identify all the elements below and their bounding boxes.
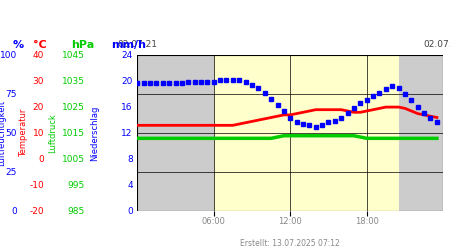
Text: 20: 20 [122,76,133,86]
Text: -20: -20 [30,207,44,216]
Text: %: % [13,40,24,50]
Text: 20: 20 [33,102,44,112]
Text: °C: °C [33,40,47,50]
Text: Erstellt: 13.07.2025 07:12: Erstellt: 13.07.2025 07:12 [240,238,340,248]
Text: 75: 75 [5,90,17,98]
Text: Temperatur: Temperatur [19,109,28,157]
Text: Luftdruck: Luftdruck [49,113,58,153]
Text: 985: 985 [68,207,85,216]
Text: 995: 995 [68,181,85,190]
Text: hPa: hPa [71,40,94,50]
Text: 4: 4 [127,181,133,190]
Text: 1015: 1015 [62,128,85,138]
Text: 1005: 1005 [62,155,85,164]
Text: 25: 25 [6,168,17,177]
Bar [214,55,399,211]
Text: 16: 16 [121,102,133,112]
Text: 12: 12 [122,128,133,138]
Text: 0: 0 [11,207,17,216]
Text: mm/h: mm/h [111,40,146,50]
Text: 8: 8 [127,155,133,164]
Text: 30: 30 [32,76,44,86]
Text: 10: 10 [32,128,44,138]
Text: 1025: 1025 [62,102,85,112]
Text: 100: 100 [0,50,17,59]
Text: Niederschlag: Niederschlag [90,106,99,161]
Text: 24: 24 [122,50,133,59]
Text: Luftfeuchtigkeit: Luftfeuchtigkeit [0,100,6,166]
Text: 40: 40 [33,50,44,59]
Text: 1045: 1045 [62,50,85,59]
Text: 0: 0 [38,155,44,164]
Text: 50: 50 [5,128,17,138]
Text: 0: 0 [127,207,133,216]
Text: -10: -10 [29,181,44,190]
Text: 1035: 1035 [62,76,85,86]
